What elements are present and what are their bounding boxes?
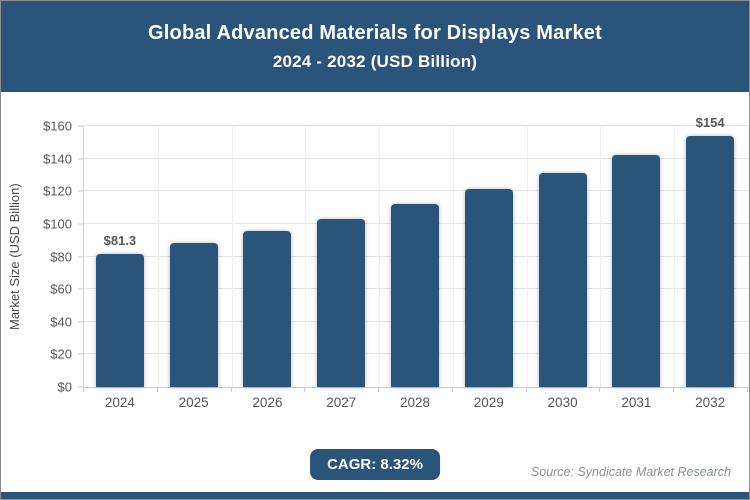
y-tick-label: $40 — [50, 314, 72, 330]
gridline-vertical — [305, 126, 307, 387]
gridline-vertical — [526, 126, 528, 387]
y-tick: $20 — [50, 347, 83, 362]
gridline-vertical — [674, 126, 676, 387]
y-tick: $60 — [50, 282, 83, 297]
y-tick-label: $120 — [43, 183, 72, 199]
footer-strip — [1, 492, 749, 499]
bar-2031 — [612, 155, 661, 387]
bar-2024: $81.3 — [95, 233, 144, 387]
x-tick-mark — [156, 387, 158, 392]
bar-column-2032: $154 — [673, 115, 747, 387]
y-tick-label: $100 — [43, 216, 72, 232]
y-tick: $140 — [43, 151, 83, 166]
gridline-vertical — [600, 126, 602, 387]
x-tick-mark — [83, 387, 84, 392]
chart-subtitle: 2024 - 2032 (USD Billion) — [272, 51, 478, 71]
bar-column-2024: $81.3 — [83, 126, 157, 387]
x-tick-label-2030: 2030 — [547, 395, 578, 410]
bar-2032: $154 — [686, 115, 735, 387]
bar-2027 — [317, 218, 366, 387]
x-tick-mark — [525, 387, 527, 392]
bar-column-2025 — [157, 126, 231, 387]
bar-column-2029 — [452, 126, 526, 387]
x-tick-mark — [747, 387, 748, 392]
y-tick-mark — [78, 288, 83, 290]
y-tick: $80 — [50, 249, 83, 264]
y-tick: $40 — [50, 314, 83, 329]
x-tick-label-2025: 2025 — [178, 395, 209, 410]
y-tick-label: $80 — [50, 249, 72, 264]
x-tick-label-2024: 2024 — [104, 395, 135, 410]
source-attribution: Source: Syndicate Market Research — [530, 465, 731, 479]
y-axis-ticks: $0 $20 $40 $60 $80 $100 $120 $140 $160 — [1, 119, 83, 395]
gridline-horizontal — [84, 157, 748, 159]
y-tick-label: $140 — [43, 151, 72, 167]
x-tick-mark — [451, 387, 453, 392]
y-tick: $0 — [58, 380, 83, 395]
y-tick: $160 — [43, 119, 83, 134]
bar-column-2028 — [378, 126, 452, 387]
bars: $81.3 $154 — [83, 115, 747, 387]
x-tick-label-2029: 2029 — [473, 395, 504, 410]
y-tick-mark — [78, 321, 83, 323]
cagr-badge: CAGR: 8.32% — [310, 449, 440, 480]
y-tick-mark — [78, 190, 83, 192]
bar-column-2027 — [304, 126, 378, 387]
gridline-horizontal — [84, 125, 748, 126]
bar-value-label-2024: $81.3 — [103, 233, 137, 249]
y-tick-mark — [78, 386, 83, 388]
gridline-vertical — [157, 126, 159, 387]
bar-value-label-2032: $154 — [695, 114, 725, 130]
x-tick-mark — [378, 387, 380, 392]
x-axis-ticks — [83, 387, 748, 392]
x-axis-labels: 2024 2025 2026 2027 2028 2029 2030 2031 2032 — [83, 395, 747, 413]
bar-2026 — [243, 231, 292, 387]
y-tick-mark — [78, 158, 83, 160]
bar-column-2031 — [599, 126, 673, 387]
x-tick-label-2031: 2031 — [621, 395, 652, 410]
x-tick-label-2026: 2026 — [252, 395, 283, 410]
chart-header: Global Advanced Materials for Displays M… — [1, 1, 749, 92]
y-tick-label: $160 — [43, 118, 72, 134]
gridline-vertical — [748, 126, 749, 387]
gridline-vertical — [452, 126, 454, 387]
x-tick-mark — [673, 387, 675, 392]
gridline-horizontal — [84, 190, 748, 192]
x-tick-mark — [599, 387, 601, 392]
chart-title: Global Advanced Materials for Displays M… — [148, 21, 602, 44]
y-tick-label: $60 — [50, 281, 72, 297]
y-tick-mark — [78, 125, 83, 127]
bar-2028 — [391, 204, 440, 387]
y-tick: $120 — [43, 184, 83, 199]
bar-column-2030 — [526, 126, 600, 387]
x-tick-mark — [304, 387, 306, 392]
x-tick-label-2027: 2027 — [326, 395, 357, 410]
bar-2029 — [464, 189, 513, 387]
bar-2025 — [169, 243, 218, 387]
y-tick: $100 — [43, 216, 83, 231]
bar-2030 — [538, 172, 587, 387]
x-tick-mark — [230, 387, 232, 392]
y-tick-label: $0 — [57, 379, 72, 395]
x-tick-label-2028: 2028 — [399, 395, 431, 410]
x-tick-label-2032: 2032 — [695, 395, 726, 410]
y-tick-label: $20 — [50, 346, 72, 362]
y-tick-mark — [78, 353, 83, 355]
gridline-vertical — [231, 126, 233, 387]
gridline-vertical — [379, 126, 381, 387]
bar-column-2026 — [231, 126, 305, 387]
y-tick-mark — [78, 256, 83, 257]
y-tick-mark — [78, 223, 83, 225]
